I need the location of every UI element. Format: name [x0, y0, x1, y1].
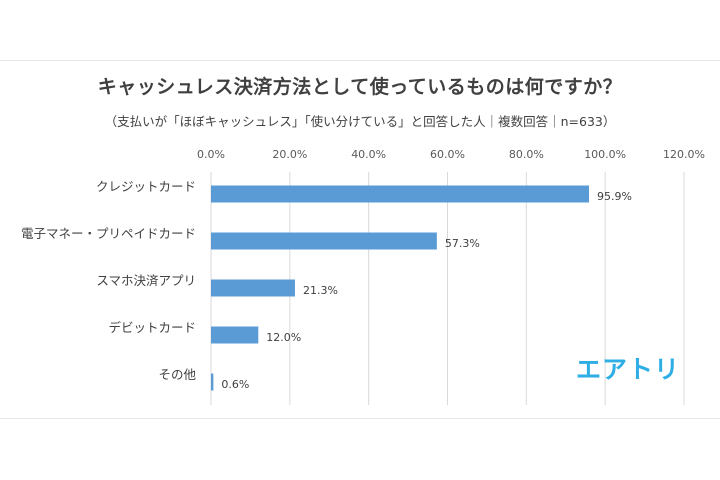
bar	[211, 326, 259, 344]
frame-top-border	[0, 60, 720, 61]
data-label: 0.6%	[221, 378, 249, 391]
category-label: 電子マネー・プリペイドカード	[21, 226, 196, 241]
x-tick-label: 20.0%	[272, 148, 307, 161]
x-tick-label: 60.0%	[430, 148, 465, 161]
data-label: 21.3%	[303, 284, 338, 297]
x-tick-label: 80.0%	[509, 148, 544, 161]
chart-title: キャッシュレス決済方法として使っているものは何ですか？	[97, 76, 623, 98]
bar	[211, 373, 214, 391]
x-tick-label: 120.0%	[663, 148, 705, 161]
x-tick-label: 100.0%	[584, 148, 626, 161]
x-tick-label: 0.0%	[197, 148, 225, 161]
chart-subtitle: （支払いが「ほぼキャッシュレス」「使い分けている」と回答した人｜複数回答｜n=6…	[104, 114, 616, 129]
frame-bottom-border	[0, 418, 720, 419]
data-label: 57.3%	[445, 237, 480, 250]
brand-logo: エアトリ	[576, 355, 681, 384]
bar	[211, 232, 437, 250]
data-label: 95.9%	[597, 190, 632, 203]
x-tick-label: 40.0%	[351, 148, 386, 161]
data-label: 12.0%	[266, 331, 301, 344]
category-label: デビットカード	[108, 320, 196, 335]
category-label: スマホ決済アプリ	[96, 273, 196, 288]
category-label: その他	[158, 367, 196, 382]
category-label: クレジットカード	[96, 179, 196, 194]
bar	[211, 185, 590, 203]
bar	[211, 279, 295, 297]
